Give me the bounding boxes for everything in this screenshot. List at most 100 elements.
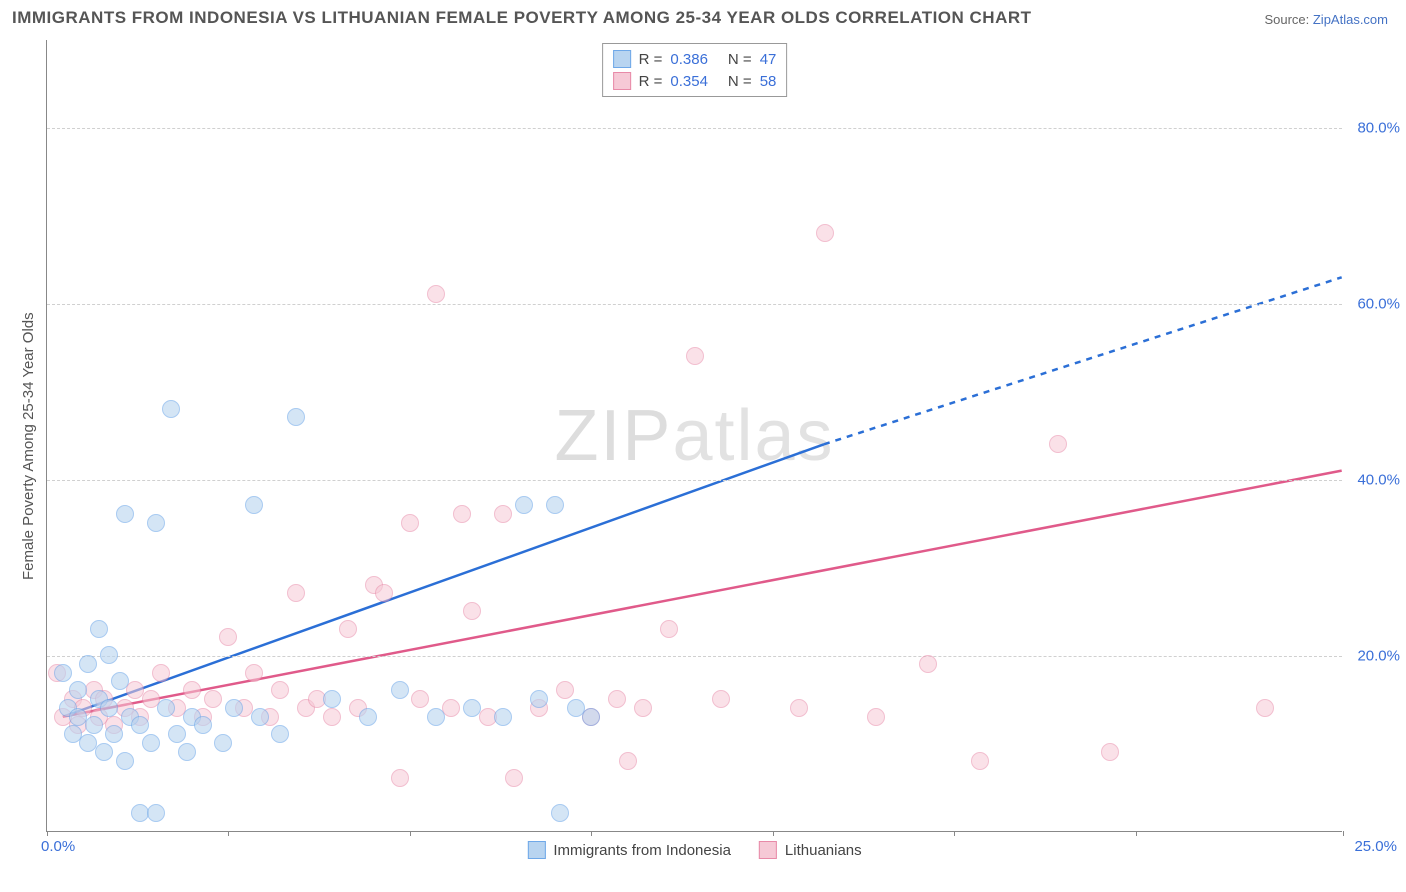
regression-line [63,444,824,716]
gridline-h [47,128,1342,129]
data-point-pink [686,347,704,365]
x-tick-mark [228,831,229,836]
data-point-pink [971,752,989,770]
data-point-pink [287,584,305,602]
data-point-blue [147,514,165,532]
gridline-h [47,656,1342,657]
chart-title: IMMIGRANTS FROM INDONESIA VS LITHUANIAN … [12,8,1032,28]
data-point-pink [219,628,237,646]
data-point-pink [245,664,263,682]
data-point-blue [551,804,569,822]
data-point-blue [100,646,118,664]
data-point-pink [634,699,652,717]
data-point-pink [391,769,409,787]
data-point-pink [427,285,445,303]
data-point-pink [183,681,201,699]
regression-line [824,277,1342,444]
y-tick-label: 40.0% [1357,472,1400,489]
legend-series-label: Lithuanians [785,842,862,859]
data-point-pink [505,769,523,787]
legend-swatch [759,841,777,859]
data-point-blue [287,408,305,426]
data-point-pink [204,690,222,708]
data-point-blue [245,496,263,514]
y-tick-label: 80.0% [1357,120,1400,137]
x-tick-mark [410,831,411,836]
data-point-blue [131,716,149,734]
x-tick-mark [1136,831,1137,836]
data-point-blue [494,708,512,726]
data-point-pink [1101,743,1119,761]
data-point-blue [147,804,165,822]
data-point-blue [157,699,175,717]
data-point-pink [556,681,574,699]
data-point-blue [251,708,269,726]
data-point-pink [619,752,637,770]
data-point-pink [1256,699,1274,717]
source-attribution: Source: ZipAtlas.com [1264,12,1388,27]
data-point-blue [79,655,97,673]
data-point-blue [546,496,564,514]
data-point-blue [323,690,341,708]
data-point-pink [660,620,678,638]
y-axis-label: Female Poverty Among 25-34 Year Olds [20,312,37,580]
data-point-pink [919,655,937,673]
x-tick-mark [954,831,955,836]
data-point-pink [1049,435,1067,453]
data-point-blue [271,725,289,743]
data-point-pink [453,505,471,523]
data-point-pink [463,602,481,620]
data-point-blue [194,716,212,734]
data-point-pink [442,699,460,717]
x-tick-label: 0.0% [41,838,75,855]
series-legend: Immigrants from Indonesia Lithuanians [527,841,861,859]
data-point-blue [515,496,533,514]
source-prefix: Source: [1264,12,1312,27]
data-point-pink [271,681,289,699]
gridline-h [47,480,1342,481]
data-point-blue [582,708,600,726]
data-point-pink [867,708,885,726]
data-point-blue [178,743,196,761]
data-point-pink [816,224,834,242]
data-point-blue [100,699,118,717]
data-point-blue [225,699,243,717]
data-point-blue [90,620,108,638]
data-point-blue [111,672,129,690]
x-tick-mark [1343,831,1344,836]
data-point-blue [116,505,134,523]
data-point-pink [712,690,730,708]
chart-container: IMMIGRANTS FROM INDONESIA VS LITHUANIAN … [0,0,1406,892]
data-point-pink [375,584,393,602]
data-point-blue [85,716,103,734]
data-point-blue [54,664,72,682]
legend-series-blue: Immigrants from Indonesia [527,841,731,859]
x-tick-mark [773,831,774,836]
data-point-blue [105,725,123,743]
y-tick-label: 60.0% [1357,296,1400,313]
legend-series-label: Immigrants from Indonesia [553,842,731,859]
x-tick-mark [591,831,592,836]
legend-swatch [527,841,545,859]
data-point-blue [69,681,87,699]
x-tick-mark [47,831,48,836]
data-point-blue [391,681,409,699]
data-point-pink [494,505,512,523]
data-point-pink [411,690,429,708]
data-point-blue [427,708,445,726]
data-point-pink [339,620,357,638]
data-point-pink [790,699,808,717]
data-point-blue [95,743,113,761]
data-point-pink [323,708,341,726]
gridline-h [47,304,1342,305]
data-point-blue [142,734,160,752]
plot-area: ZIPatlas R =0.386N =47R =0.354N =58 Immi… [46,40,1342,832]
x-tick-label: 25.0% [1354,838,1397,855]
data-point-blue [530,690,548,708]
data-point-blue [359,708,377,726]
data-point-pink [608,690,626,708]
data-point-blue [214,734,232,752]
y-tick-label: 20.0% [1357,648,1400,665]
data-point-blue [162,400,180,418]
source-link[interactable]: ZipAtlas.com [1313,12,1388,27]
